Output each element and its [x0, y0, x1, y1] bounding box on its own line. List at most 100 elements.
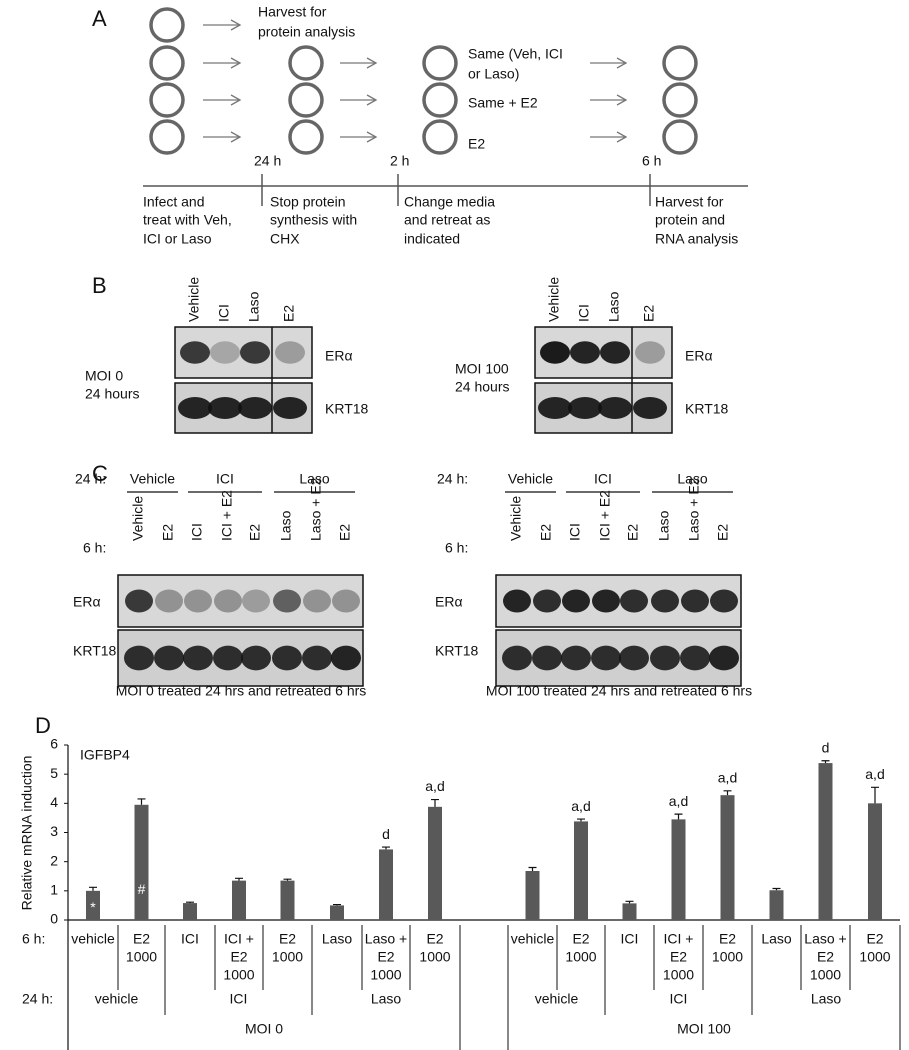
time-label: 24 h — [254, 153, 281, 169]
error-bar — [333, 903, 341, 906]
bar-annotation: d — [382, 826, 390, 842]
blot-band — [680, 645, 710, 671]
y-tick-label: 1 — [50, 882, 58, 898]
bar-annotation: a,d — [571, 798, 590, 814]
bar-annotation: a,d — [425, 778, 444, 794]
error-bar — [577, 818, 585, 822]
lane-label: E2 — [160, 524, 176, 541]
blot-band — [210, 341, 240, 364]
step-label: protein and — [655, 212, 725, 228]
x-tick-label: ICI — [181, 931, 199, 947]
chart-title: IGFBP4 — [80, 747, 130, 763]
x-tick-label: E2 — [572, 931, 589, 947]
condition-label: 24 hours — [85, 386, 139, 402]
bar — [280, 880, 295, 920]
x-tick-label: 1000 — [223, 967, 254, 983]
bar — [525, 871, 540, 920]
lane-label: E2 — [715, 524, 731, 541]
x-tick-label: 1000 — [859, 949, 890, 965]
lane-label: Laso — [606, 291, 622, 322]
lane-label: Vehicle — [130, 496, 146, 541]
error-bar — [528, 866, 537, 871]
blot-band — [619, 645, 649, 671]
x-tick-label: ICI + — [224, 931, 254, 947]
x-tick-label: vehicle — [511, 931, 555, 947]
error-bar — [89, 886, 97, 891]
blot-band — [214, 589, 242, 613]
x-tick-label: 1000 — [126, 949, 157, 965]
lane-label: ICI — [576, 304, 592, 322]
arrow-head — [230, 57, 242, 69]
x-tick-label: Laso + — [804, 931, 846, 947]
blot-band — [332, 589, 360, 613]
blot-band — [180, 341, 210, 364]
blot-band — [650, 645, 680, 671]
bar-annotation: a,d — [718, 769, 737, 785]
step-label: ICI or Laso — [143, 231, 212, 247]
x-tick-label: ICI + — [664, 931, 694, 947]
arrow-head — [366, 94, 378, 106]
blot-caption: MOI 100 treated 24 hrs and retreated 6 h… — [486, 683, 752, 699]
error-bar — [821, 760, 830, 764]
group-label: Laso — [371, 991, 402, 1007]
blot-band — [651, 589, 679, 613]
x-tick-label: E2 — [377, 949, 394, 965]
y-tick-label: 6 — [50, 736, 58, 752]
x-tick-label: 1000 — [810, 967, 841, 983]
blot-band — [709, 645, 739, 671]
group-label: vehicle — [535, 991, 579, 1007]
blot-band — [213, 645, 243, 671]
blot-band — [600, 341, 630, 364]
culture-well — [288, 82, 324, 118]
blot-band — [178, 397, 212, 419]
lane-label: E2 — [247, 524, 263, 541]
arrow-head — [230, 19, 242, 31]
blot-band — [502, 645, 532, 671]
step-label: treat with Veh, — [143, 212, 232, 228]
y-tick-label: 3 — [50, 823, 58, 839]
blot-band — [272, 645, 302, 671]
lane-label: E2 — [538, 524, 554, 541]
panel-letter: A — [92, 6, 107, 31]
harvest-note: Harvest for — [258, 4, 327, 20]
blot-band — [532, 645, 562, 671]
row-label: 24 h: — [22, 991, 53, 1007]
bar — [818, 763, 833, 920]
blot-band — [591, 645, 621, 671]
group-label: Laso — [677, 471, 708, 487]
blot-band — [238, 397, 272, 419]
lane-label: Laso + E2 — [686, 477, 702, 541]
row-label: 24 h: — [437, 471, 468, 487]
moi-label: MOI 100 — [677, 1021, 731, 1037]
lane-label: ICI + E2 — [219, 490, 235, 541]
blot-band — [538, 397, 572, 419]
panel-letter: B — [92, 273, 107, 298]
x-tick-label: E2 — [866, 931, 883, 947]
lane-label: ICI — [216, 304, 232, 322]
x-tick-label: E2 — [719, 931, 736, 947]
x-tick-label: vehicle — [71, 931, 115, 947]
blot-band — [681, 589, 709, 613]
lane-label: Laso — [278, 510, 294, 541]
error-bar — [625, 900, 634, 904]
x-tick-label: E2 — [426, 931, 443, 947]
condition-label: 24 hours — [455, 379, 509, 395]
bar-annotation: # — [138, 881, 146, 897]
x-tick-label: 1000 — [370, 967, 401, 983]
group-label: ICI — [594, 471, 612, 487]
bar — [183, 903, 197, 920]
blot-band — [635, 341, 665, 364]
blot-band — [125, 589, 153, 613]
blot-band — [242, 589, 270, 613]
blot-band — [592, 589, 620, 613]
bar — [330, 905, 344, 920]
error-bar — [431, 798, 439, 807]
x-tick-label: 1000 — [712, 949, 743, 965]
group-label: vehicle — [95, 991, 139, 1007]
blot-band — [710, 589, 738, 613]
x-tick-label: E2 — [133, 931, 150, 947]
y-tick-label: 2 — [50, 852, 58, 868]
x-tick-label: E2 — [279, 931, 296, 947]
time-label: 2 h — [390, 153, 409, 169]
culture-well — [149, 7, 185, 43]
